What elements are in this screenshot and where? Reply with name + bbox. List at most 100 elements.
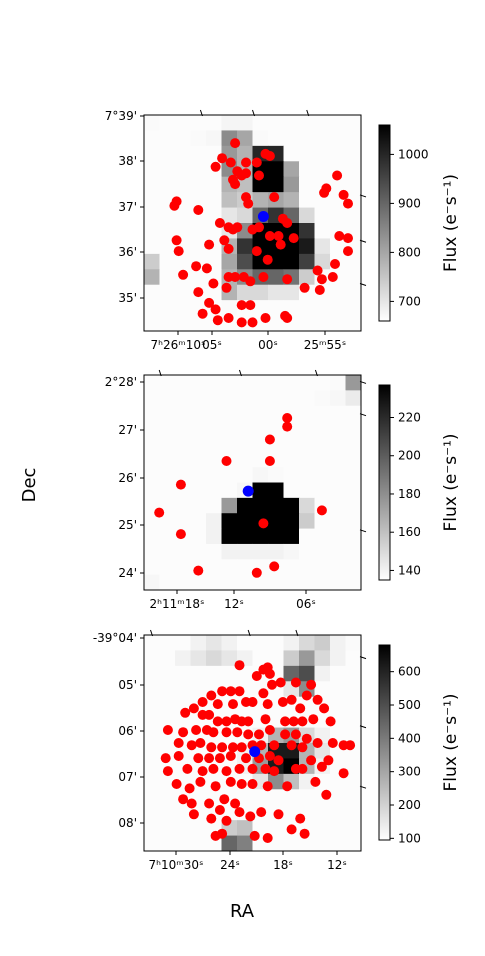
star-point <box>234 763 245 774</box>
star-point <box>251 567 262 578</box>
heatmap-cell <box>299 451 315 468</box>
star-point <box>182 763 193 774</box>
y-tick-label: 26' <box>118 471 137 485</box>
heatmap-cell <box>206 284 222 301</box>
heatmap-cell <box>190 665 207 682</box>
heatmap-cell <box>175 835 191 852</box>
star-point <box>264 151 275 161</box>
heatmap-cell <box>221 835 238 852</box>
star-point <box>295 813 306 824</box>
star-point <box>173 246 184 257</box>
heatmap-cell <box>237 115 253 131</box>
heatmap-cell <box>345 528 362 545</box>
star-point <box>264 434 275 445</box>
star-point <box>219 235 230 246</box>
star-point <box>343 246 353 257</box>
heatmap-cell <box>314 375 331 391</box>
heatmap-cell <box>252 284 269 301</box>
y-tick-label: -39°04' <box>93 631 137 645</box>
heatmap-cell <box>268 635 284 651</box>
heatmap-cell <box>314 405 331 422</box>
colorbar <box>378 124 391 322</box>
heatmap-cell <box>283 375 300 391</box>
heatmap-cell <box>206 451 222 468</box>
star-point <box>258 688 269 699</box>
heatmap-cell <box>159 436 176 453</box>
star-point <box>228 742 238 753</box>
heatmap-cell <box>221 192 238 208</box>
colorbar <box>378 644 391 841</box>
heatmap-cell <box>314 300 331 316</box>
axes-frame <box>143 114 362 332</box>
y-tick-label: 36' <box>118 245 137 259</box>
heatmap-cell <box>345 405 362 422</box>
heatmap-cell <box>175 115 191 131</box>
heatmap-cell <box>330 635 346 651</box>
star-point <box>230 138 241 149</box>
heatmap-cell <box>345 284 362 301</box>
star-point <box>288 233 299 244</box>
star-point <box>221 282 232 293</box>
heatmap-cell <box>330 421 346 437</box>
heatmap-cell <box>190 513 207 529</box>
star-point <box>280 716 291 727</box>
heatmap-cell <box>175 130 191 147</box>
heatmap-cell <box>159 223 176 239</box>
heatmap-cell <box>221 421 238 437</box>
heatmap-cell <box>330 820 346 836</box>
star-point <box>221 766 232 777</box>
heatmap-cell <box>283 835 300 852</box>
heatmap-cell <box>330 130 346 147</box>
star-point <box>334 231 345 241</box>
heatmap-cell <box>159 482 176 499</box>
heatmap-cell <box>206 543 222 560</box>
heatmap-cell <box>252 375 269 391</box>
star-point <box>236 170 247 181</box>
heatmap-cell <box>221 528 238 545</box>
heatmap-cell <box>252 436 269 453</box>
heatmap-cell <box>221 207 238 224</box>
star-point <box>241 157 251 168</box>
star-point <box>212 315 223 326</box>
colorbar-tick-label: 500 <box>398 698 421 712</box>
heatmap-cell <box>221 513 238 529</box>
heatmap-cell <box>144 192 160 208</box>
star-point <box>290 729 301 740</box>
colorbar <box>378 384 391 581</box>
heatmap-cell <box>159 804 176 821</box>
star-point <box>273 755 284 766</box>
colorbar-tick-label: 400 <box>398 731 421 745</box>
heatmap-cell <box>314 804 331 821</box>
star-point <box>175 529 186 540</box>
star-point <box>251 671 262 681</box>
star-point <box>282 218 293 228</box>
star-point <box>299 282 310 293</box>
heatmap-cell <box>330 513 346 529</box>
heatmap-cell <box>175 176 191 193</box>
heatmap-cell <box>190 161 207 178</box>
star-point <box>258 518 269 529</box>
heatmap-cell <box>159 773 176 790</box>
heatmap-cell <box>314 681 331 698</box>
heatmap-cell <box>299 269 315 286</box>
heatmap-cell <box>237 467 253 483</box>
heatmap-cell <box>299 574 315 591</box>
heatmap-cell <box>159 238 176 255</box>
heatmap-cell <box>144 574 160 591</box>
y-tick-label: 07' <box>118 770 137 784</box>
heatmap-cell <box>268 650 284 667</box>
heatmap-cell <box>190 421 207 437</box>
heatmap-cell <box>252 574 269 591</box>
heatmap-cell <box>268 375 284 391</box>
heatmap-cell <box>206 467 222 483</box>
heatmap-cell <box>237 375 253 391</box>
heatmap-cell <box>221 665 238 682</box>
heatmap-cell <box>299 773 315 790</box>
heatmap-cell <box>345 574 362 591</box>
star-point <box>236 317 247 328</box>
heatmap-cell <box>144 789 160 806</box>
heatmap-cell <box>144 727 160 744</box>
colorbar-tick-label: 180 <box>398 487 421 501</box>
heatmap-cell <box>190 390 207 407</box>
heatmap-cell <box>283 161 300 178</box>
